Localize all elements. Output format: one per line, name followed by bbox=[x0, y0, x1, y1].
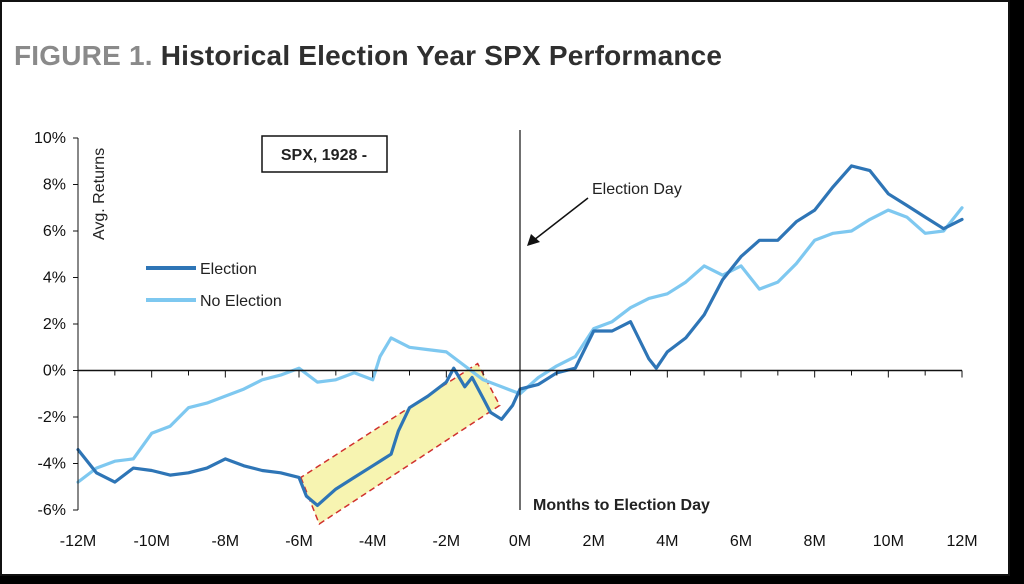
chart-svg: 10% 8% 6% 4% 2% 0% -2% -4% -6% -12M -10M -8M -6M -4M -… bbox=[34, 130, 978, 550]
x-tick-label: 4M bbox=[656, 533, 678, 550]
x-tick-label: -4M bbox=[359, 533, 387, 550]
chart-frame: FIGURE 1. Historical Election Year SPX P… bbox=[0, 0, 1010, 576]
y-tick-label: -4% bbox=[38, 456, 66, 473]
boxed-label-frame bbox=[261, 135, 388, 173]
x-tick-label: 8M bbox=[804, 533, 826, 550]
y-tick-label: 8% bbox=[43, 177, 66, 194]
figure-title: FIGURE 1. Historical Election Year SPX P… bbox=[14, 40, 722, 72]
y-tick-label: 0% bbox=[43, 363, 66, 380]
boxed-label: SPX, 1928 - bbox=[281, 147, 367, 164]
y-axis-label: Avg. Returns bbox=[91, 148, 108, 240]
x-tick-label: -12M bbox=[60, 533, 96, 550]
x-tick-label: 12M bbox=[946, 533, 977, 550]
annotation-arrow-head bbox=[527, 234, 540, 246]
x-tick-label: 10M bbox=[873, 533, 904, 550]
x-tick-label: 0M bbox=[509, 533, 531, 550]
figure-title-text: Historical Election Year SPX Performance bbox=[160, 40, 723, 71]
figure-prefix: FIGURE 1. bbox=[14, 40, 153, 71]
x-tick-label: 2M bbox=[583, 533, 605, 550]
highlight-band bbox=[299, 362, 501, 526]
y-tick-label: 4% bbox=[43, 270, 66, 287]
series-line-no-election bbox=[76, 206, 964, 484]
x-tick-label: -6M bbox=[285, 533, 313, 550]
y-tick-label: -6% bbox=[38, 502, 66, 519]
x-tick-label: 6M bbox=[730, 533, 752, 550]
election-day-annotation: Election Day bbox=[592, 181, 682, 198]
y-tick-label: 10% bbox=[34, 130, 66, 147]
x-tick-label: -8M bbox=[212, 533, 240, 550]
annotation-arrow-shaft bbox=[533, 197, 589, 241]
x-tick-label: -2M bbox=[433, 533, 461, 550]
y-tick-label: 6% bbox=[43, 223, 66, 240]
series-line-election bbox=[76, 164, 964, 507]
legend-label-election: Election bbox=[200, 261, 257, 278]
x-tick-label: -10M bbox=[133, 533, 169, 550]
x-axis-title: Months to Election Day bbox=[533, 497, 710, 514]
legend-label-no-election: No Election bbox=[200, 293, 282, 310]
y-tick-label: -2% bbox=[38, 409, 66, 426]
y-tick-label: 2% bbox=[43, 316, 66, 333]
